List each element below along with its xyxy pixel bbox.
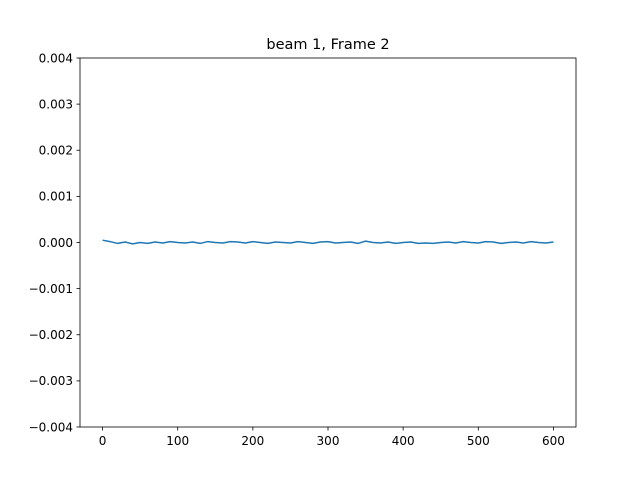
series-line-1 [102, 239, 554, 245]
y-tick-label: 0.004 [39, 51, 73, 65]
y-tick-label: 0.001 [39, 190, 73, 204]
x-tick-label: 0 [99, 434, 107, 448]
x-tick-label: 400 [392, 434, 415, 448]
y-tick-label: −0.002 [29, 328, 73, 342]
x-axis: 0 100 200 300 400 500 600 [99, 427, 565, 448]
y-tick-label: −0.003 [29, 374, 73, 388]
x-tick-label: 300 [317, 434, 340, 448]
x-tick-label: 200 [241, 434, 264, 448]
y-tick-label: −0.004 [29, 420, 73, 434]
chart-title: beam 1, Frame 2 [266, 37, 389, 53]
y-tick-label: 0.002 [39, 144, 73, 158]
y-tick-label: 0.003 [39, 97, 73, 111]
x-tick-label: 100 [166, 434, 189, 448]
y-tick-label: −0.001 [29, 282, 73, 296]
y-axis: −0.004 −0.003 −0.002 −0.001 0.000 0.001 0.002 0… [29, 51, 80, 434]
y-tick-label: 0.000 [39, 236, 73, 250]
axes-frame [79, 57, 577, 428]
x-tick-label: 500 [467, 434, 490, 448]
x-tick-label: 600 [542, 434, 565, 448]
plot-area [102, 239, 554, 245]
